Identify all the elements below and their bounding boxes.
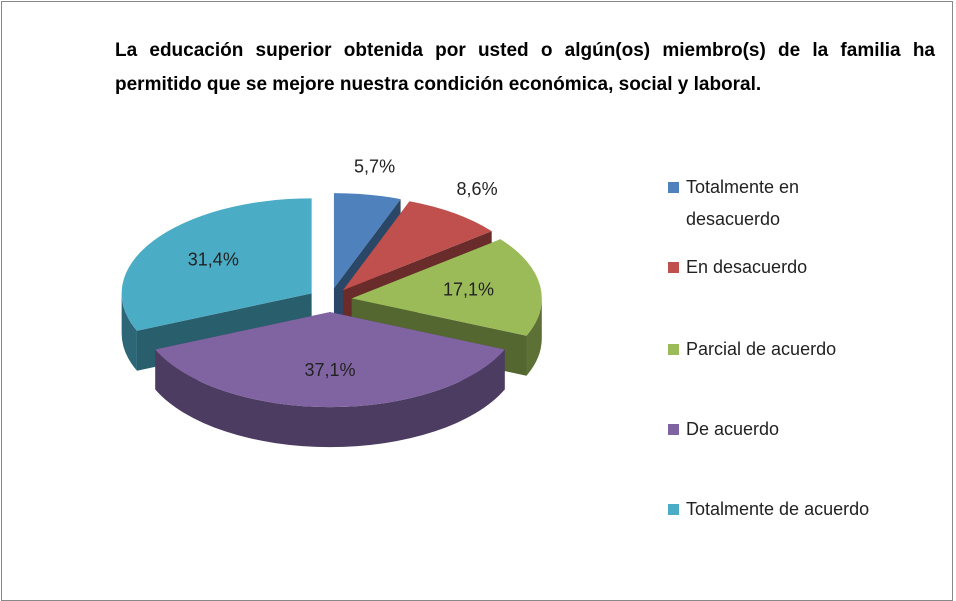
legend-swatch	[668, 262, 679, 273]
pie-slice	[351, 239, 542, 336]
chart: 5,7% 8,6% 17,1% 37,1% 31,4%	[121, 157, 542, 448]
legend-label: Parcial de acuerdo	[686, 339, 837, 359]
pie-slice	[155, 312, 505, 408]
data-label: 37,1%	[304, 360, 355, 380]
pie-slice	[333, 193, 401, 289]
legend-entry: De acuerdo	[668, 413, 779, 445]
legend-swatch	[668, 424, 679, 435]
data-label: 8,6%	[457, 179, 498, 199]
data-label: 5,7%	[354, 157, 395, 177]
legend-swatch	[668, 344, 679, 355]
legend-entry: Totalmente de acuerdo	[668, 493, 869, 525]
legend-label: De acuerdo	[686, 419, 780, 439]
legend-entry: Totalmente en desacuerdo	[668, 171, 846, 235]
legend-label: Totalmente de acuerdo	[686, 499, 870, 519]
data-label: 17,1%	[443, 279, 494, 299]
pie-slice-group	[155, 312, 505, 448]
legend-label: Totalmente en desacuerdo	[686, 177, 800, 229]
legend-label: En desacuerdo	[686, 257, 808, 277]
legend-swatch	[668, 182, 679, 193]
pie-slice	[121, 198, 312, 331]
legend-swatch	[668, 504, 679, 515]
slice-wall	[155, 349, 505, 448]
legend-entry: Parcial de acuerdo	[668, 333, 836, 365]
slice-wall	[526, 298, 542, 376]
slice-wall	[121, 293, 137, 371]
data-label: 31,4%	[188, 250, 239, 270]
pie-slice	[342, 201, 492, 291]
chart-title: La educación superior obtenida por usted…	[115, 40, 935, 95]
legend-entry: En desacuerdo	[668, 251, 807, 283]
